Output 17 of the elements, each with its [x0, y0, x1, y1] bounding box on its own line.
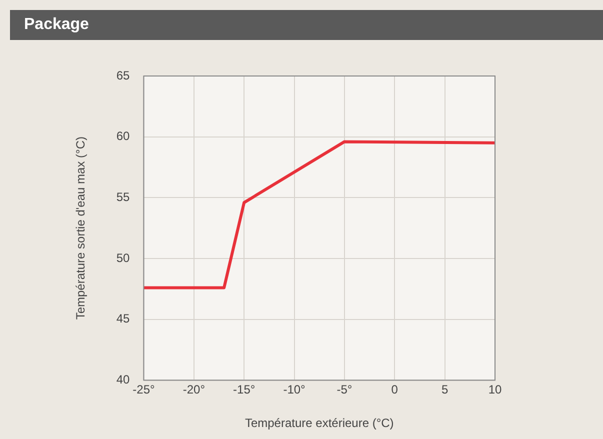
x-axis-title: Température extérieure (°C)	[244, 416, 394, 430]
y-tick-label: 65	[116, 68, 130, 82]
x-tick-label: 0	[391, 382, 398, 397]
x-tick-label: -20°	[182, 382, 206, 397]
x-tick-label: -10°	[283, 382, 306, 397]
x-tick-label: 10	[488, 382, 502, 397]
y-axis-title: Température sortie d'eau max (°C)	[74, 136, 88, 320]
x-tick-label: -5°	[336, 382, 352, 397]
y-tick-label: 45	[116, 312, 130, 326]
y-tick-label: 60	[116, 129, 130, 144]
x-tick-label: -25°	[132, 382, 156, 397]
y-tick-label: 40	[116, 372, 130, 387]
y-tick-label: 50	[116, 250, 130, 265]
x-tick-label: 5	[441, 382, 448, 397]
y-tick-label: 55	[116, 190, 130, 204]
chart-title: Package	[10, 10, 603, 40]
x-tick-label: -15°	[233, 382, 256, 397]
